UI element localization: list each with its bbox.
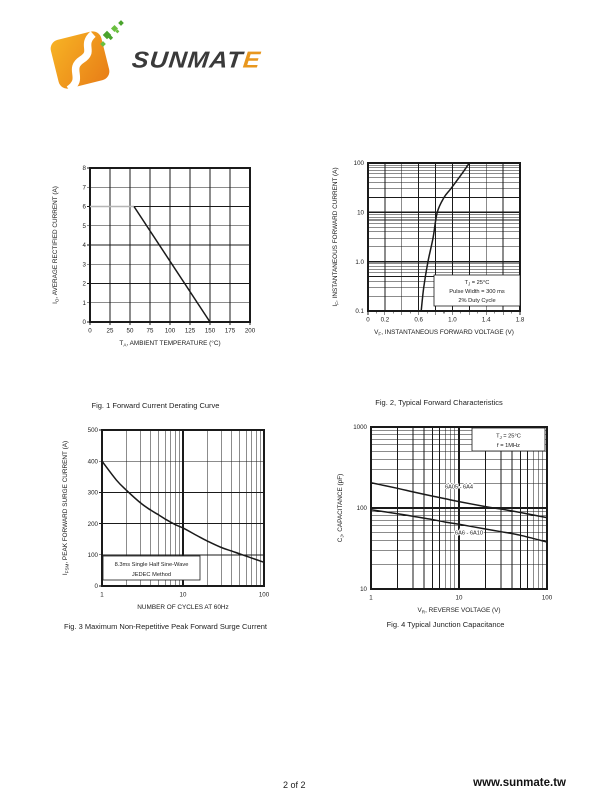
fig3-chart: 1 10 100 0 100 200 300 400 500 NUMBER OF CYCLES A… xyxy=(62,427,270,611)
svg-text:10: 10 xyxy=(456,595,463,602)
svg-text:1.0: 1.0 xyxy=(448,317,457,324)
svg-text:6A6 - 6A10: 6A6 - 6A10 xyxy=(455,531,483,537)
svg-text:10: 10 xyxy=(360,586,367,593)
svg-text:0.2: 0.2 xyxy=(381,317,390,324)
fig3-caption: Fig. 3 Maximum Non-Repetitive Peak Forwa… xyxy=(64,622,267,631)
website-link: www.sunmate.tw xyxy=(473,777,566,789)
svg-text:1.8: 1.8 xyxy=(516,317,525,324)
fig1-caption: Fig. 1 Forward Current Derating Curve xyxy=(91,401,220,410)
svg-text:200: 200 xyxy=(245,328,256,335)
svg-text:100: 100 xyxy=(165,328,176,335)
svg-text:1: 1 xyxy=(369,595,373,602)
logo-tile xyxy=(50,31,110,93)
svg-text:IF, INSTANTANEOUS FORWARD CURR: IF, INSTANTANEOUS FORWARD CURRENT (A) xyxy=(332,167,339,306)
svg-text:50: 50 xyxy=(127,328,134,335)
svg-text:8.3ms Single Half Sine-Wave: 8.3ms Single Half Sine-Wave xyxy=(115,562,189,568)
figure-2: 0 0.2 0.6 1.0 1.4 1.8 0.1 1.0 10 100 VF, INSTANTAN… xyxy=(328,143,550,418)
svg-text:IFSM, PEAK FORWARD SURGE CURRE: IFSM, PEAK FORWARD SURGE CURRENT (A) xyxy=(62,441,69,575)
svg-text:200: 200 xyxy=(88,521,99,528)
svg-text:150: 150 xyxy=(205,328,216,335)
svg-text:TA, AMBIENT TEMPERATURE (°C): TA, AMBIENT TEMPERATURE (°C) xyxy=(119,339,220,347)
svg-text:NUMBER OF CYCLES AT 60Hz: NUMBER OF CYCLES AT 60Hz xyxy=(137,604,228,611)
svg-text:1.0: 1.0 xyxy=(355,259,364,266)
svg-text:CJ, CAPACITANCE (pF): CJ, CAPACITANCE (pF) xyxy=(337,474,344,542)
svg-text:300: 300 xyxy=(88,490,99,497)
svg-text:0.1: 0.1 xyxy=(355,308,364,315)
svg-text:6A05 - 6A4: 6A05 - 6A4 xyxy=(445,484,473,490)
svg-text:1: 1 xyxy=(83,300,87,307)
svg-text:125: 125 xyxy=(185,328,196,335)
figure-1: 0 25 50 75 100 125 150 175 200 0 1 2 3 4 5 6 7 8 TA, AMBIE… xyxy=(48,146,263,421)
svg-text:0: 0 xyxy=(83,319,87,326)
svg-text:10: 10 xyxy=(357,210,364,217)
svg-text:10: 10 xyxy=(180,592,187,599)
svg-text:175: 175 xyxy=(225,328,236,335)
svg-text:Pulse Width = 300 ms: Pulse Width = 300 ms xyxy=(449,289,505,295)
svg-text:100: 100 xyxy=(88,552,99,559)
svg-text:0: 0 xyxy=(366,317,370,324)
svg-text:0: 0 xyxy=(95,583,99,590)
svg-text:8: 8 xyxy=(83,165,87,172)
svg-text:6: 6 xyxy=(83,204,87,211)
fig4-caption: Fig. 4 Typical Junction Capacitance xyxy=(386,620,505,629)
sunmate-logo: SUNMATE xyxy=(34,18,262,96)
svg-text:100: 100 xyxy=(542,595,553,602)
svg-text:500: 500 xyxy=(88,427,99,434)
logo-sparkles-icon xyxy=(100,20,124,47)
logo-wordmark-accent: E xyxy=(241,47,263,73)
fig1-chart: 0 25 50 75 100 125 150 175 200 0 1 2 3 4 5 6 7 8 TA, AMBIE… xyxy=(52,165,256,347)
svg-text:1.4: 1.4 xyxy=(482,317,491,324)
page-number: 2 of 2 xyxy=(283,780,306,790)
svg-text:VF, INSTANTANEOUS FORWARD VOLT: VF, INSTANTANEOUS FORWARD VOLTAGE (V) xyxy=(374,329,514,336)
logo-wordmark-main: SUNMAT xyxy=(130,47,245,73)
svg-text:100: 100 xyxy=(259,592,270,599)
svg-text:4: 4 xyxy=(83,242,87,249)
svg-text:100: 100 xyxy=(354,160,365,167)
sunmate-logo-icon xyxy=(50,20,124,93)
svg-text:TJ = 25°C: TJ = 25°C xyxy=(465,280,490,286)
svg-text:25: 25 xyxy=(107,328,114,335)
svg-text:5: 5 xyxy=(83,223,87,230)
fig2-caption: Fig. 2, Typical Forward Characteristics xyxy=(375,398,503,407)
logo-s-icon xyxy=(66,31,96,93)
fig2-chart: 0 0.2 0.6 1.0 1.4 1.8 0.1 1.0 10 100 VF, INSTANTAN… xyxy=(332,160,525,336)
svg-text:TJ = 25°C: TJ = 25°C xyxy=(496,433,521,439)
svg-text:f = 1MHz: f = 1MHz xyxy=(497,443,520,449)
figure-3: 1 10 100 0 100 200 300 400 500 NUMBER OF CYCLES A… xyxy=(58,412,273,642)
svg-text:1: 1 xyxy=(100,592,104,599)
svg-text:1000: 1000 xyxy=(353,424,367,431)
svg-text:75: 75 xyxy=(147,328,154,335)
figure-4: 1 10 100 10 100 1000 VR, REVERSE VOLTAGE (V) CJ… xyxy=(333,410,558,640)
svg-text:3: 3 xyxy=(83,261,87,268)
svg-text:0: 0 xyxy=(88,328,92,335)
svg-text:JEDEC Method: JEDEC Method xyxy=(132,572,171,578)
svg-text:0.6: 0.6 xyxy=(414,317,423,324)
svg-text:100: 100 xyxy=(357,505,368,512)
svg-text:7: 7 xyxy=(83,184,87,191)
logo-wordmark: SUNMATE xyxy=(130,47,263,74)
svg-text:2% Duty Cycle: 2% Duty Cycle xyxy=(458,298,495,304)
svg-text:IO, AVERAGE RECTIFIED CURRENT: IO, AVERAGE RECTIFIED CURRENT (A) xyxy=(52,186,59,304)
svg-text:400: 400 xyxy=(88,458,99,465)
svg-text:VR, REVERSE VOLTAGE (V): VR, REVERSE VOLTAGE (V) xyxy=(418,607,501,614)
svg-text:2: 2 xyxy=(83,281,87,288)
